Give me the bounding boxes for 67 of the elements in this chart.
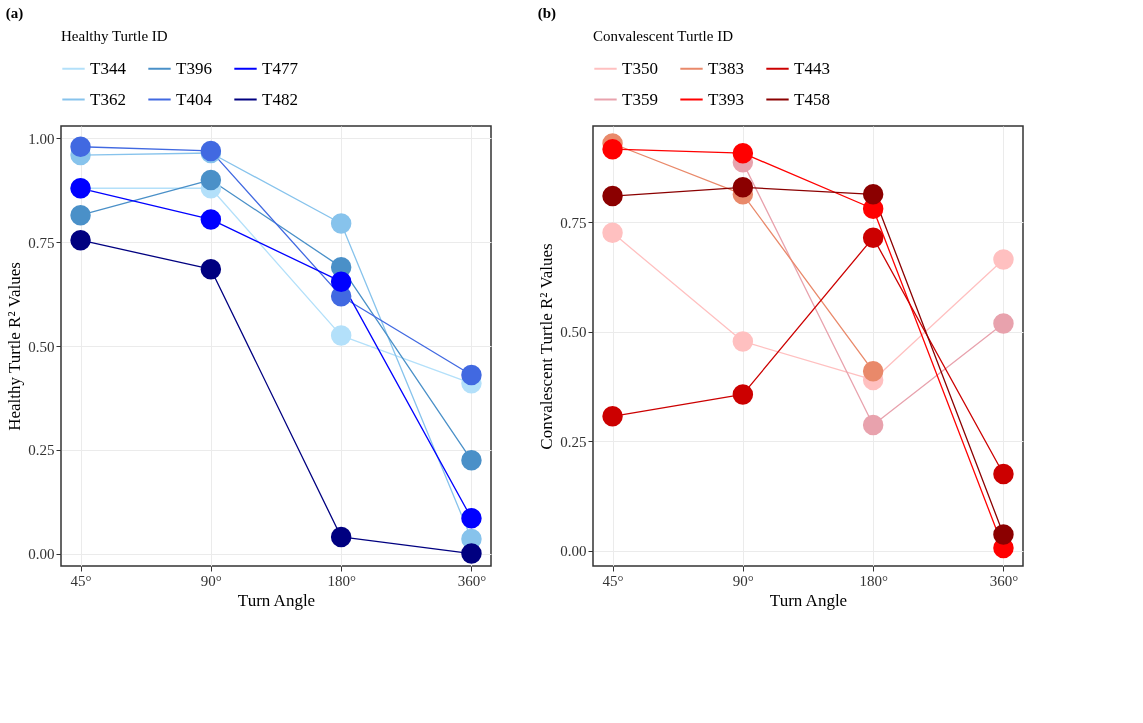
legend-label: T482 xyxy=(262,89,298,109)
legend-title: Convalescent Turtle ID xyxy=(593,28,734,44)
point xyxy=(602,138,623,160)
point xyxy=(200,258,222,280)
point xyxy=(70,205,91,226)
point xyxy=(993,249,1014,270)
point xyxy=(330,526,352,548)
point xyxy=(602,406,623,427)
x-tick-label: 360° xyxy=(989,572,1019,589)
x-axis-title: Turn Angle xyxy=(237,590,316,610)
x-axis-title: Turn Angle xyxy=(769,590,848,610)
legend-label: T359 xyxy=(622,89,658,109)
y-tick-label: 0.50 xyxy=(560,324,587,341)
point xyxy=(862,227,884,248)
point xyxy=(461,543,482,564)
x-tick-label: 90° xyxy=(732,572,754,589)
x-tick-label: 45° xyxy=(602,572,624,589)
point xyxy=(993,313,1014,334)
point xyxy=(200,169,222,191)
legend-label: T344 xyxy=(90,58,127,78)
legend-label: T477 xyxy=(262,58,299,78)
legend-label: T396 xyxy=(176,58,212,78)
point xyxy=(993,463,1014,485)
point xyxy=(602,222,623,244)
point xyxy=(461,508,482,529)
x-tick-label: 45° xyxy=(70,572,92,589)
point xyxy=(330,213,352,234)
point xyxy=(330,325,352,346)
point xyxy=(862,360,884,382)
legend-label: T350 xyxy=(622,58,658,78)
point xyxy=(70,136,91,157)
y-tick-label: 0.25 xyxy=(560,433,587,450)
point xyxy=(602,185,623,207)
point xyxy=(862,184,884,205)
legend-title: Healthy Turtle ID xyxy=(61,28,168,44)
chart-title: (a) xyxy=(5,5,24,22)
chart-title: (b) xyxy=(537,5,557,22)
y-tick-label: 0.00 xyxy=(560,543,587,560)
y-axis-title: Convalescent Turtle R² Values xyxy=(537,243,557,450)
legend-label: T443 xyxy=(794,58,830,78)
legend-label: T383 xyxy=(708,58,744,78)
x-tick-label: 360° xyxy=(457,572,487,589)
y-tick-label: 0.75 xyxy=(28,234,55,251)
point xyxy=(732,177,754,198)
y-axis-title: Healthy Turtle R² Values xyxy=(5,262,25,431)
point xyxy=(200,209,222,230)
y-tick-label: 0.50 xyxy=(28,338,55,355)
legend-label: T458 xyxy=(794,89,830,109)
point xyxy=(993,524,1014,545)
x-tick-label: 180° xyxy=(859,572,888,589)
y-tick-label: 0.25 xyxy=(28,442,55,459)
legend-label: T393 xyxy=(708,89,744,109)
point xyxy=(732,142,754,164)
point xyxy=(461,364,482,386)
point xyxy=(330,271,352,292)
x-tick-label: 90° xyxy=(200,572,222,589)
legend-label: T362 xyxy=(90,89,126,109)
y-tick-label: 1.00 xyxy=(28,130,55,147)
point xyxy=(732,331,754,352)
point xyxy=(732,384,754,405)
point xyxy=(461,449,482,471)
legend-label: T404 xyxy=(176,89,213,109)
point xyxy=(862,414,884,436)
y-tick-label: 0.00 xyxy=(28,546,55,563)
x-tick-label: 180° xyxy=(327,572,356,589)
point xyxy=(70,229,91,251)
y-tick-label: 0.75 xyxy=(560,214,587,231)
